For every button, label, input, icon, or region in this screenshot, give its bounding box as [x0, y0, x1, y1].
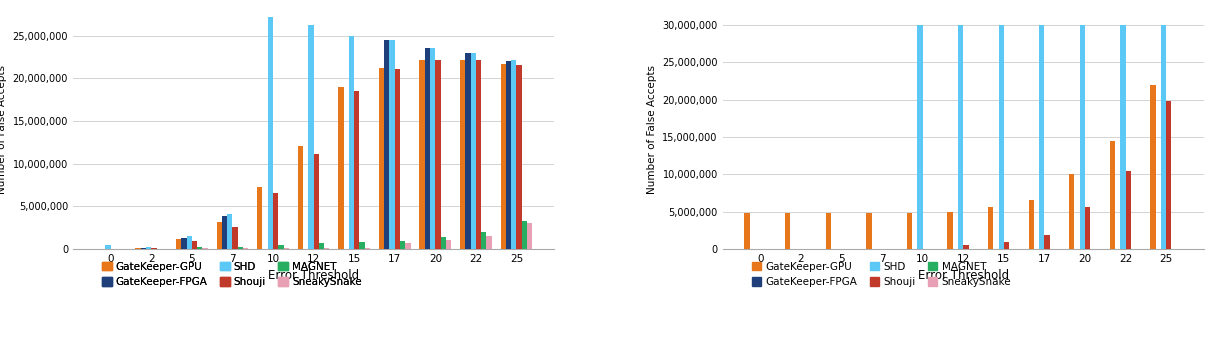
Bar: [1040, 25, 1045, 249]
Bar: [405, 243, 411, 249]
Bar: [395, 69, 400, 249]
Bar: [420, 59, 424, 249]
Bar: [176, 239, 181, 249]
Bar: [475, 61, 482, 249]
Bar: [257, 188, 263, 249]
Bar: [272, 193, 278, 249]
Bar: [744, 213, 750, 249]
Bar: [146, 247, 151, 249]
Bar: [314, 154, 319, 249]
Bar: [221, 216, 227, 249]
Bar: [354, 91, 360, 249]
Bar: [1069, 174, 1075, 249]
Bar: [268, 17, 272, 249]
Bar: [186, 236, 192, 249]
Bar: [232, 227, 237, 249]
Bar: [440, 237, 446, 249]
Bar: [1150, 85, 1155, 249]
Bar: [384, 40, 389, 249]
Bar: [501, 64, 506, 249]
Bar: [141, 247, 146, 249]
Bar: [998, 25, 1004, 249]
Bar: [283, 248, 289, 249]
Bar: [192, 241, 197, 249]
Bar: [917, 25, 923, 249]
Bar: [430, 48, 435, 249]
Y-axis label: Number of False Accepts: Number of False Accepts: [0, 65, 7, 194]
Bar: [216, 222, 221, 249]
Bar: [1166, 101, 1171, 249]
X-axis label: Error Threshold: Error Threshold: [268, 269, 359, 282]
Bar: [379, 68, 384, 249]
Bar: [197, 247, 202, 249]
Bar: [389, 40, 395, 249]
X-axis label: Error Threshold: Error Threshold: [918, 269, 1009, 282]
Bar: [1080, 25, 1085, 249]
Bar: [947, 212, 952, 249]
Bar: [227, 214, 232, 249]
Bar: [446, 240, 451, 249]
Bar: [786, 213, 790, 249]
Bar: [106, 245, 111, 249]
Bar: [435, 61, 440, 249]
Bar: [151, 247, 157, 249]
Bar: [522, 221, 527, 249]
Bar: [1120, 25, 1126, 249]
Bar: [181, 238, 186, 249]
Bar: [482, 232, 486, 249]
Legend: GateKeeper-GPU, GateKeeper-FPGA, SHD, Shouji, MAGNET, SneakySnake: GateKeeper-GPU, GateKeeper-FPGA, SHD, Sh…: [102, 262, 361, 287]
Bar: [319, 243, 325, 249]
Bar: [309, 25, 314, 249]
Bar: [471, 53, 475, 249]
Bar: [466, 53, 471, 249]
Bar: [506, 61, 511, 249]
Bar: [958, 25, 963, 249]
Bar: [365, 248, 370, 249]
Bar: [1110, 141, 1115, 249]
Bar: [1045, 235, 1049, 249]
Bar: [349, 36, 354, 249]
Bar: [424, 48, 430, 249]
Bar: [237, 247, 243, 249]
Bar: [1029, 200, 1034, 249]
Bar: [400, 241, 405, 249]
Bar: [866, 213, 872, 249]
Bar: [338, 87, 344, 249]
Legend: GateKeeper-GPU, GateKeeper-FPGA, SHD, Shouji, MAGNET, SneakySnake: GateKeeper-GPU, GateKeeper-FPGA, SHD, Sh…: [751, 262, 1012, 287]
Bar: [202, 248, 208, 249]
Bar: [243, 248, 248, 249]
Bar: [298, 146, 303, 249]
Bar: [1085, 207, 1091, 249]
Bar: [826, 213, 831, 249]
Bar: [360, 242, 365, 249]
Bar: [907, 213, 912, 249]
Bar: [511, 59, 517, 249]
Bar: [460, 59, 466, 249]
Bar: [1161, 25, 1166, 249]
Bar: [527, 223, 533, 249]
Y-axis label: Number of False Accepts: Number of False Accepts: [647, 65, 657, 194]
Bar: [987, 207, 993, 249]
Bar: [278, 245, 283, 249]
Bar: [325, 247, 330, 249]
Bar: [1004, 242, 1009, 249]
Bar: [486, 236, 491, 249]
Bar: [135, 247, 141, 249]
Bar: [1126, 170, 1131, 249]
Bar: [517, 65, 522, 249]
Bar: [963, 245, 968, 249]
